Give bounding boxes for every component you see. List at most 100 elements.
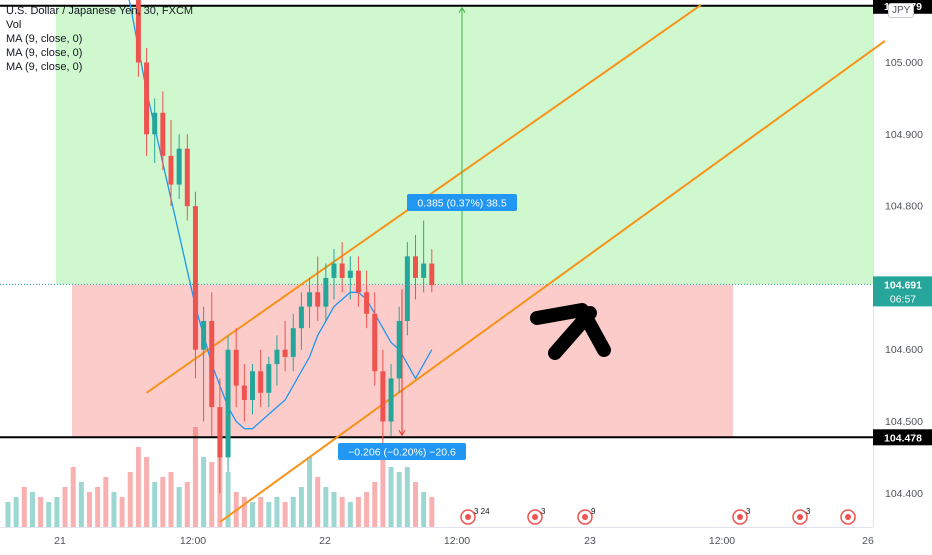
candle-body[interactable] xyxy=(266,364,272,393)
current-price-text: 104.691 xyxy=(884,279,922,291)
volume-bar xyxy=(78,482,84,527)
candle-body[interactable] xyxy=(144,62,150,135)
candle-body[interactable] xyxy=(168,155,174,185)
currency-label[interactable]: JPY xyxy=(888,3,915,18)
volume-bar xyxy=(323,487,329,527)
candle-body[interactable] xyxy=(323,277,329,307)
profit-measure-label-bg[interactable] xyxy=(407,194,517,211)
event-flag-dot xyxy=(845,514,851,520)
symbol-title[interactable]: U.S. Dollar / Japanese Yen, 30, FXCM xyxy=(6,5,194,17)
event-count-label: 3 24 xyxy=(474,507,490,516)
candle-body[interactable] xyxy=(396,320,402,379)
profit-measure-arrow xyxy=(458,6,466,14)
loss-measure-label-bg[interactable] xyxy=(338,443,466,460)
candle-body[interactable] xyxy=(201,320,207,350)
event-count-label: 3 xyxy=(806,507,811,516)
candle-body[interactable] xyxy=(388,378,394,422)
event-count-label: 9 xyxy=(591,507,596,516)
volume-bar xyxy=(160,477,166,527)
trendline-channel-lower[interactable] xyxy=(219,40,886,523)
loss-measure-label: −0.206 (−0.20%) −20.6 xyxy=(348,447,456,459)
price-tick-label: 104.900 xyxy=(885,129,923,141)
profit-zone[interactable] xyxy=(56,5,873,285)
candle-body[interactable] xyxy=(413,256,418,278)
candle-body[interactable] xyxy=(176,148,182,185)
event-flag-dot xyxy=(465,514,471,520)
volume-bar xyxy=(54,497,60,527)
volume-bar xyxy=(95,487,101,527)
volume-bar xyxy=(307,457,313,527)
volume-bar xyxy=(209,462,215,527)
candle-body[interactable] xyxy=(315,292,321,307)
volume-bar xyxy=(38,497,44,527)
volume-bar xyxy=(388,467,394,527)
candle-body[interactable] xyxy=(160,112,166,156)
volume-label[interactable]: Vol xyxy=(6,19,22,31)
volume-bar xyxy=(413,482,418,527)
candle-body[interactable] xyxy=(429,263,435,286)
ma-label-1[interactable]: MA (9, close, 0) xyxy=(6,33,83,45)
candle-body[interactable] xyxy=(217,407,223,458)
volume-bar xyxy=(404,467,410,527)
current-price-tag[interactable] xyxy=(873,276,932,307)
candle-body[interactable] xyxy=(282,349,288,357)
event-count-label: 3 xyxy=(746,507,751,516)
candle-body[interactable] xyxy=(339,263,345,278)
price-axis-panel xyxy=(873,0,932,550)
candle-body[interactable] xyxy=(233,349,239,386)
price-tick-label: 104.800 xyxy=(885,201,923,213)
candle-body[interactable] xyxy=(421,263,427,278)
candle-body[interactable] xyxy=(274,349,280,365)
ma-label-3[interactable]: MA (9, close, 0) xyxy=(6,61,83,73)
chart-legend: U.S. Dollar / Japanese Yen, 30, FXCM Vol… xyxy=(6,4,193,74)
volume-bar xyxy=(380,452,386,527)
volume-bar xyxy=(372,482,378,527)
volume-bar xyxy=(152,482,158,527)
volume-bar xyxy=(111,492,117,527)
lower-line-price-tag[interactable] xyxy=(873,429,932,446)
candle-body[interactable] xyxy=(372,313,378,372)
candle-body[interactable] xyxy=(307,292,313,307)
volume-bar xyxy=(331,492,337,527)
volume-bar xyxy=(127,472,133,527)
candle-body[interactable] xyxy=(258,371,264,393)
volume-bar xyxy=(103,477,109,527)
volume-bar xyxy=(347,502,353,527)
event-flag-dot xyxy=(532,514,538,520)
candle-body[interactable] xyxy=(364,292,370,314)
ma-label-2[interactable]: MA (9, close, 0) xyxy=(6,47,83,59)
volume-bar xyxy=(396,472,402,527)
volume-bar xyxy=(241,497,247,527)
candle-body[interactable] xyxy=(380,371,386,422)
volume-bar xyxy=(364,492,370,527)
volume-bar xyxy=(339,497,345,527)
volume-bar xyxy=(290,497,296,527)
candle-body[interactable] xyxy=(404,256,410,321)
time-tick-label: 26 xyxy=(862,535,874,547)
volume-bar xyxy=(258,497,264,527)
candle-body[interactable] xyxy=(152,112,158,135)
event-flag-dot xyxy=(582,514,588,520)
bullish-arrow-drawing[interactable] xyxy=(530,303,611,360)
volume-bar xyxy=(21,487,27,527)
volume-bar xyxy=(274,497,280,527)
time-tick-label: 21 xyxy=(54,535,66,547)
candle-body[interactable] xyxy=(298,306,304,329)
candle-body[interactable] xyxy=(209,320,215,408)
volume-bar xyxy=(282,502,288,527)
candle-body[interactable] xyxy=(331,263,337,278)
candle-body[interactable] xyxy=(225,349,231,458)
candle-body[interactable] xyxy=(347,270,353,278)
candle-body[interactable] xyxy=(290,328,296,357)
candle-body[interactable] xyxy=(355,270,361,293)
loss-measure-arrow xyxy=(398,430,406,437)
candle-body[interactable] xyxy=(192,206,198,350)
candle-body[interactable] xyxy=(250,371,255,400)
candle-body[interactable] xyxy=(184,148,190,207)
lower-line-price-text: 104.478 xyxy=(884,432,922,444)
candle-body[interactable] xyxy=(135,0,141,63)
candle-body[interactable] xyxy=(241,385,247,400)
time-tick-label: 22 xyxy=(319,535,331,547)
